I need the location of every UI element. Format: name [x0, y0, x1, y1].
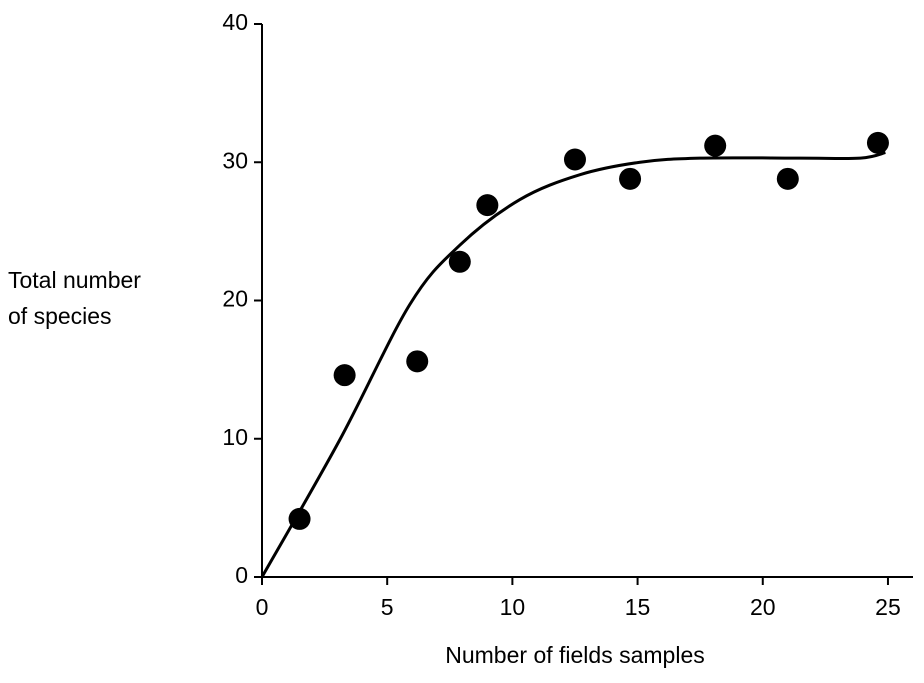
- y-tick-label: 20: [222, 286, 248, 312]
- point: [776, 167, 799, 190]
- x-axis-title: Number of fields samples: [445, 642, 705, 668]
- point: [288, 507, 311, 530]
- y-tick-label: 40: [222, 9, 248, 35]
- point: [333, 364, 356, 387]
- y-axis-title: of species: [8, 303, 112, 329]
- y-tick-label: 0: [235, 562, 248, 588]
- fit-curve: [260, 151, 886, 578]
- point: [476, 194, 499, 217]
- point: [563, 148, 586, 171]
- point: [406, 350, 429, 373]
- x-tick-label: 25: [875, 594, 901, 620]
- point: [448, 250, 471, 273]
- x-tick-label: 15: [625, 594, 651, 620]
- point: [866, 131, 889, 154]
- x-tick-label: 0: [256, 594, 269, 620]
- point: [704, 134, 727, 157]
- y-tick-label: 10: [222, 424, 248, 450]
- x-tick-label: 5: [381, 594, 394, 620]
- x-tick-label: 10: [500, 594, 526, 620]
- point: [619, 167, 642, 190]
- x-tick-label: 20: [750, 594, 776, 620]
- y-axis-title: Total number: [8, 267, 141, 293]
- y-tick-label: 30: [222, 147, 248, 173]
